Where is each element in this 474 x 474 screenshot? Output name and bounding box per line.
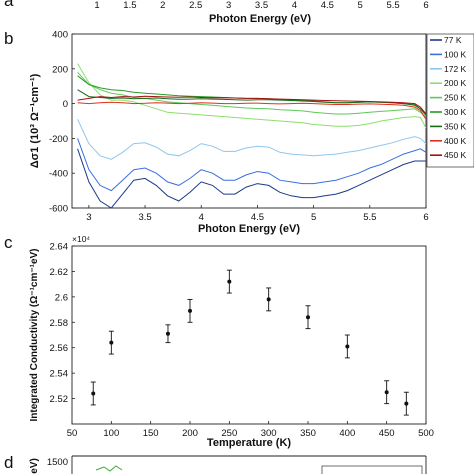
x-tick-label: 450 <box>379 428 395 439</box>
y-tick-label: -200 <box>49 134 68 145</box>
legend-label: 450 K <box>444 150 467 160</box>
y-tick-label: 2.54 <box>50 369 69 380</box>
series-line-250k <box>77 71 427 118</box>
panel-a-tick-label: 1 <box>94 0 99 11</box>
y-tick-label: 2.52 <box>50 394 69 405</box>
panel-b-y-ticks: 400 200 0 -200 -400 -600 <box>49 30 75 215</box>
x-tick-label: 300 <box>261 428 277 439</box>
x-tick-label: 100 <box>103 428 119 439</box>
panel-a-tick-label: 4 <box>292 0 297 11</box>
panel-a-tick-label: 2.5 <box>189 0 202 11</box>
panel-c-y-exponent: ×10⁴ <box>72 234 90 244</box>
x-tick-label: 350 <box>300 428 316 439</box>
x-tick-label: 5.5 <box>363 212 376 223</box>
panel-a-tick-label: 3 <box>226 0 231 11</box>
series-line-77k <box>77 148 426 209</box>
data-point <box>165 331 170 336</box>
x-tick-label: 5 <box>311 212 316 223</box>
legend-label: 77 K <box>444 35 462 45</box>
y-tick-label: -600 <box>49 204 68 215</box>
panel-a-tick-labels: 1 1.5 2 2.5 3 3.5 4 4.5 5 5.5 6 <box>94 0 428 11</box>
y-tick-label: 2.56 <box>50 343 69 354</box>
data-point <box>91 391 96 396</box>
panel-c-y-axis-label: Integrated Conductivity (Ω⁻¹cm⁻¹eV) <box>29 248 40 421</box>
y-tick-label: 2.6 <box>55 292 68 303</box>
legend-label: 250 K <box>444 93 467 103</box>
y-tick-label: 2.62 <box>50 267 69 278</box>
y-tick-label: 2.64 <box>50 242 69 253</box>
panel-a-tick-label: 3.5 <box>255 0 268 11</box>
panel-b-legend: 77 K 100 K 172 K 200 K 250 K 300 K 350 K 400 K 4… <box>426 33 474 168</box>
x-tick-label: 200 <box>182 428 198 439</box>
y-tick-label: 200 <box>52 64 68 75</box>
panel-letter-b: b <box>4 29 13 48</box>
panel-letter-d: d <box>4 453 13 472</box>
y-tick-label: -400 <box>49 169 68 180</box>
series-line-400k <box>77 101 427 120</box>
legend-label: 200 K <box>444 78 467 88</box>
x-tick-label: 3 <box>86 212 91 223</box>
panel-b-axes-frame <box>71 33 427 209</box>
data-point <box>404 401 409 406</box>
panel-b-x-ticks: 3 3.5 4 4.5 5 5.5 6 <box>86 205 429 223</box>
y-tick-label: 400 <box>52 30 68 41</box>
y-tick-label: 0 <box>63 99 68 110</box>
series-line-450k <box>77 95 427 115</box>
panel-d-y-axis-label-fragment: eV) <box>29 458 40 474</box>
x-tick-label: 6 <box>423 212 428 223</box>
series-line-100k <box>77 138 427 192</box>
panel-b-legend-box <box>426 33 474 168</box>
panel-c-y-ticks: 2.64 2.62 2.6 2.58 2.56 2.54 2.52 <box>50 242 75 405</box>
panel-a-tick-label: 5.5 <box>386 0 399 11</box>
y-tick-label: 2.58 <box>50 318 69 329</box>
panel-d-y-tick: 1500 <box>47 457 68 468</box>
panel-c: c ×10⁴ 50 100 150 200 250 300 350 400 450 500 2.6… <box>4 233 434 449</box>
panel-d-green-trace-fragment <box>95 465 123 472</box>
panel-c-data-points <box>90 269 409 416</box>
panel-c-axes-frame <box>71 245 427 425</box>
panel-b: b 3 3.5 4 4.5 5 5.5 6 400 200 0 -200 -400 -600 Phot… <box>4 29 474 235</box>
x-tick-label: 50 <box>67 428 78 439</box>
data-point <box>345 344 350 349</box>
panel-d-strip: d 1500 eV) <box>4 453 427 474</box>
panel-d-legend-box <box>321 465 423 474</box>
panel-a-x-axis-label: Photon Energy (eV) <box>209 13 311 25</box>
x-tick-label: 400 <box>339 428 355 439</box>
x-tick-label: 150 <box>143 428 159 439</box>
data-point <box>306 315 310 320</box>
panel-c-x-axis-label: Temperature (K) <box>207 437 291 449</box>
legend-label: 300 K <box>444 107 467 117</box>
panel-a-tick-label: 1.5 <box>123 0 136 11</box>
x-tick-label: 250 <box>221 428 237 439</box>
data-point <box>109 340 114 345</box>
panel-b-x-axis-label: Photon Energy (eV) <box>198 223 300 235</box>
panel-letter-c: c <box>4 233 13 252</box>
series-line-200k <box>77 63 427 129</box>
x-tick-label: 500 <box>418 428 434 439</box>
legend-label: 172 K <box>444 64 467 74</box>
panel-a-tick-label: 2 <box>160 0 165 11</box>
panel-a-tick-label: 5 <box>358 0 363 11</box>
data-point <box>188 308 192 313</box>
legend-label: 400 K <box>444 136 467 146</box>
x-tick-label: 3.5 <box>138 212 151 223</box>
legend-label: 350 K <box>444 121 467 131</box>
series-line-172k <box>77 119 427 160</box>
data-point <box>227 279 232 284</box>
panel-b-y-axis-label: Δσ1 (10³ Ω⁻¹cm⁻¹) <box>29 73 41 168</box>
panel-c-x-ticks: 50 100 150 200 250 300 350 400 450 500 <box>67 421 434 439</box>
panel-a-tick-label: 6 <box>423 0 428 11</box>
panel-a-strip: a 1 1.5 2 2.5 3 3.5 4 4.5 5 5.5 6 Photon Energy (e… <box>4 0 429 25</box>
panel-a-tick-label: 4.5 <box>321 0 334 11</box>
panel-letter-a: a <box>4 0 14 10</box>
legend-label: 100 K <box>444 49 467 59</box>
data-point <box>384 390 389 395</box>
data-point <box>266 297 271 302</box>
series-line-300k <box>77 75 427 117</box>
panel-b-series-lines <box>77 63 427 209</box>
x-tick-label: 4.5 <box>251 212 264 223</box>
x-tick-label: 4 <box>199 212 204 223</box>
